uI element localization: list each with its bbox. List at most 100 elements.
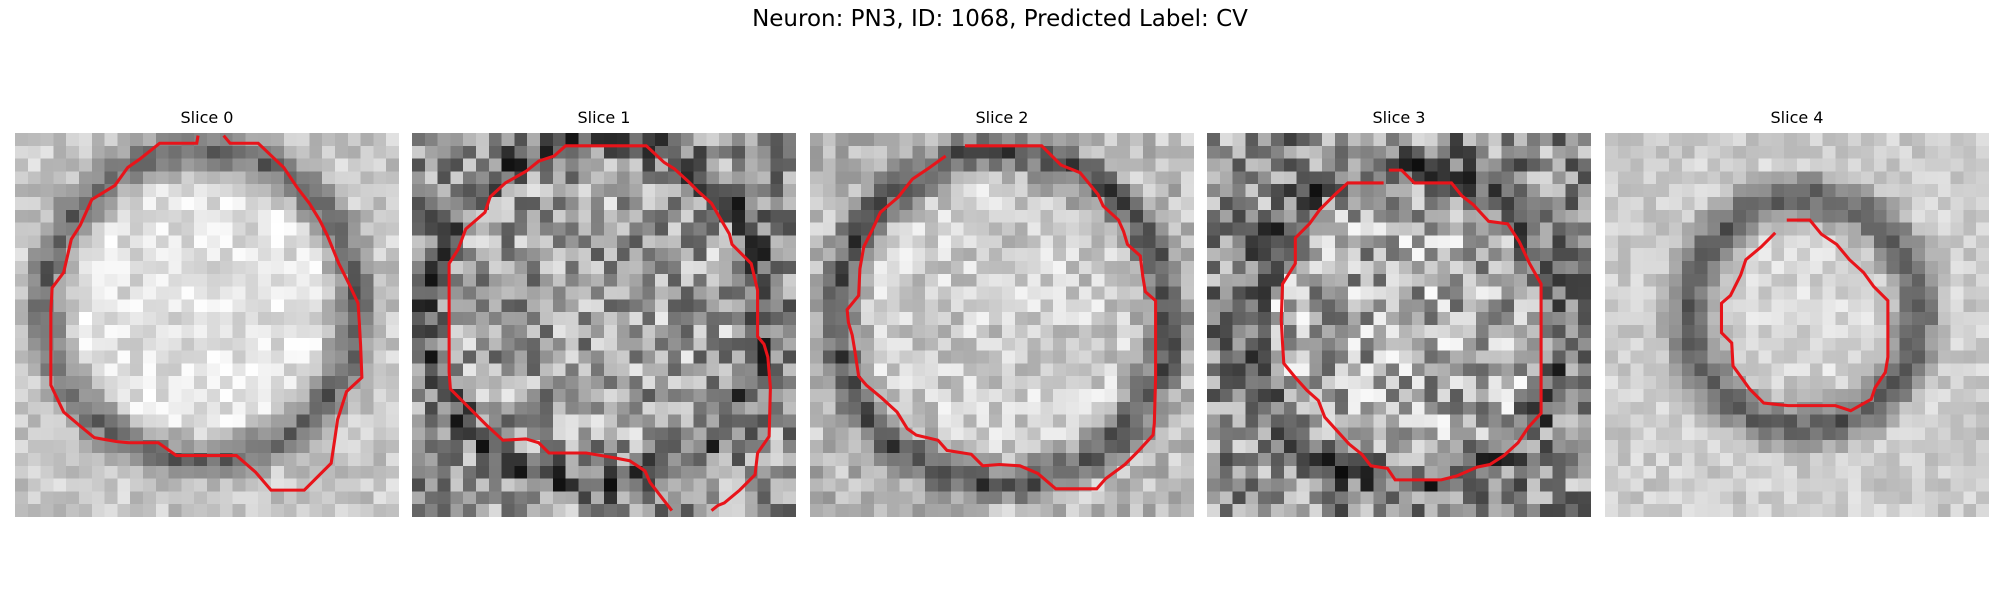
pixel [680, 248, 694, 262]
pixel [810, 325, 824, 339]
pixel [1399, 248, 1413, 262]
pixel [861, 261, 875, 275]
pixel [271, 261, 285, 275]
pixel [1950, 453, 1964, 467]
pixel [1578, 286, 1591, 300]
pixel [1835, 261, 1849, 275]
pixel [232, 273, 246, 287]
pixel [219, 465, 233, 479]
pixel [1399, 440, 1413, 454]
pixel [1411, 491, 1425, 505]
pixel [1539, 376, 1553, 390]
pixel [232, 248, 246, 262]
pixel [1437, 414, 1451, 428]
pixel [258, 376, 272, 390]
pixel [732, 440, 746, 454]
pixel [1360, 427, 1374, 441]
pixel [1501, 465, 1515, 479]
pixel [1937, 491, 1951, 505]
pixel [950, 465, 964, 479]
pixel [1656, 478, 1670, 492]
pixel [1809, 312, 1823, 326]
pixel [591, 465, 605, 479]
pixel [1937, 222, 1951, 236]
pixel [117, 350, 131, 364]
pixel [706, 376, 720, 390]
pixel [1771, 312, 1785, 326]
pixel [1552, 171, 1566, 185]
pixel [309, 261, 323, 275]
pixel [283, 222, 297, 236]
pixel [1373, 184, 1387, 198]
pixel [1656, 145, 1670, 159]
pixel [629, 325, 643, 339]
pixel [1066, 261, 1080, 275]
pixel [1411, 171, 1425, 185]
pixel [1078, 376, 1092, 390]
pixel [1373, 350, 1387, 364]
pixel [245, 478, 259, 492]
pixel [899, 478, 913, 492]
pixel [989, 197, 1003, 211]
pixel [1053, 440, 1067, 454]
pixel [1411, 504, 1425, 517]
pixel [412, 222, 426, 236]
pixel [27, 325, 41, 339]
pixel [1078, 325, 1092, 339]
pixel [1078, 158, 1092, 172]
pixel [1835, 286, 1849, 300]
pixel [1861, 235, 1875, 249]
pixel [1232, 286, 1246, 300]
pixel [386, 491, 399, 505]
pixel [155, 235, 169, 249]
pixel [1130, 376, 1144, 390]
pixel [1181, 235, 1194, 249]
pixel [104, 389, 118, 403]
pixel [578, 414, 592, 428]
pixel [1784, 299, 1798, 313]
pixel [1040, 440, 1054, 454]
pixel [1373, 286, 1387, 300]
pixel [386, 248, 399, 262]
pixel [168, 427, 182, 441]
pixel [1168, 325, 1182, 339]
pixel [1605, 261, 1619, 275]
pixel [514, 427, 528, 441]
pixel [1937, 453, 1951, 467]
pixel [757, 209, 771, 223]
pixel [604, 235, 618, 249]
pixel [1040, 248, 1054, 262]
pixel [1976, 299, 1989, 313]
pixel [181, 222, 195, 236]
pixel [693, 504, 707, 517]
pixel [1411, 286, 1425, 300]
pixel [130, 427, 144, 441]
pixel [578, 184, 592, 198]
pixel [757, 158, 771, 172]
pixel [1886, 440, 1900, 454]
pixel [194, 337, 208, 351]
pixel [53, 235, 67, 249]
pixel [604, 427, 618, 441]
pixel [693, 376, 707, 390]
pixel [53, 465, 67, 479]
pixel [1617, 235, 1631, 249]
pixel [1168, 465, 1182, 479]
pixel [616, 325, 630, 339]
pixel [1784, 401, 1798, 415]
pixel [1565, 350, 1579, 364]
pixel [283, 504, 297, 517]
pixel [899, 222, 913, 236]
pixel [1271, 478, 1285, 492]
pixel [1861, 145, 1875, 159]
pixel [1899, 145, 1913, 159]
pixel [424, 235, 438, 249]
pixel [1078, 363, 1092, 377]
pixel [1091, 235, 1105, 249]
pixel [732, 286, 746, 300]
pixel [1848, 350, 1862, 364]
pixel [1475, 145, 1489, 159]
pixel [1848, 376, 1862, 390]
pixel [1130, 414, 1144, 428]
pixel [616, 133, 630, 147]
